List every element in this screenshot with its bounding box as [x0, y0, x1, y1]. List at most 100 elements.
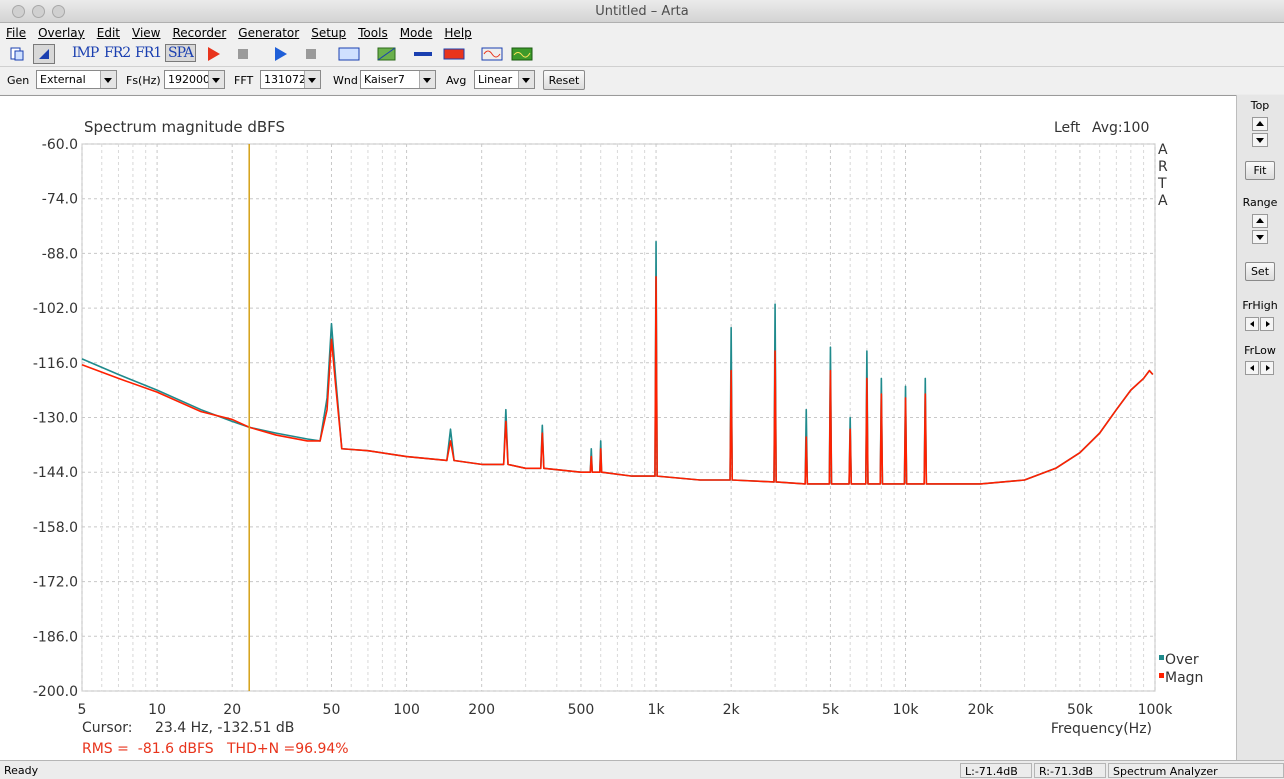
status-mode: Spectrum Analyzer [1108, 763, 1284, 778]
grid-button[interactable] [376, 44, 398, 64]
legend-swatch [1159, 673, 1164, 678]
set-button[interactable]: Set [1245, 262, 1275, 281]
frlow-right[interactable] [1260, 361, 1274, 375]
menu-item[interactable]: Setup [311, 25, 347, 40]
y-tick-label: -88.0 [42, 246, 78, 262]
status-right-level: R:-71.3dB [1034, 763, 1106, 778]
x-tick-label: 50k [1067, 702, 1094, 718]
menu-item[interactable]: Generator [238, 25, 300, 40]
cursor-button[interactable] [33, 44, 55, 64]
y-tick-label: -158.0 [33, 520, 78, 536]
avg-select[interactable]: Linear [474, 70, 535, 89]
fr2-button[interactable]: FR2 [104, 45, 131, 61]
icon [238, 49, 248, 59]
fft-select[interactable]: 131072 [260, 70, 321, 89]
avg-label: Avg [446, 74, 467, 87]
play-button[interactable] [270, 44, 292, 64]
range-up[interactable] [1252, 214, 1268, 228]
scope-button[interactable] [511, 44, 533, 64]
wnd-label: Wnd [333, 74, 358, 87]
reset-button[interactable]: Reset [543, 70, 585, 90]
y-tick-label: -116.0 [33, 356, 78, 372]
new-button[interactable] [6, 44, 28, 64]
x-tick-label: 100k [1138, 702, 1174, 718]
frlow-left[interactable] [1245, 361, 1259, 375]
wnd-select[interactable]: Kaiser7 [360, 70, 436, 89]
frhigh-label: FrHigh [1242, 299, 1278, 312]
menu-item[interactable]: Edit [96, 25, 120, 40]
select-value: External [40, 73, 86, 86]
summary-readout: RMS = -81.6 dBFS THD+N =96.94% [82, 741, 349, 757]
x-tick-label: 500 [568, 702, 595, 718]
icon [511, 47, 533, 61]
icon [443, 48, 465, 60]
top-up[interactable] [1252, 117, 1268, 131]
legend-label: Magn [1165, 670, 1203, 686]
range-down[interactable] [1252, 230, 1268, 244]
menu-item[interactable]: Recorder [172, 25, 227, 40]
icon [208, 47, 220, 61]
series-line [81, 276, 1154, 485]
menu-item[interactable]: Help [444, 25, 472, 40]
watermark: ARTA [1158, 142, 1168, 209]
x-tick-label: 20k [968, 702, 995, 718]
generator-button[interactable] [481, 44, 503, 64]
menu-item[interactable]: Mode [399, 25, 433, 40]
x-tick-label: 10k [893, 702, 920, 718]
fs-select[interactable]: 192000 [164, 70, 225, 89]
legend-label: Over [1165, 652, 1199, 668]
spa-button[interactable]: SPA [165, 44, 196, 62]
close-button[interactable] [12, 5, 25, 18]
select-value: Linear [478, 73, 513, 86]
x-tick-label: 5k [822, 702, 840, 718]
top-down[interactable] [1252, 133, 1268, 147]
cursor-label: Cursor: [82, 720, 133, 736]
y-tick-label: -144.0 [33, 465, 78, 481]
x-tick-label: 200 [468, 702, 495, 718]
y-tick-label: -60.0 [42, 137, 78, 153]
icon [414, 52, 432, 56]
minimize-button[interactable] [32, 5, 45, 18]
x-tick-label: 20 [223, 702, 241, 718]
stop-button[interactable] [233, 44, 255, 64]
toolbar: IMP FR2 FR1 SPA [0, 42, 1284, 67]
legend-swatch [1159, 655, 1164, 660]
chart: Spectrum magnitude dBFS Left Avg:100 -60.0 -… [33, 118, 1204, 757]
zoom-button[interactable] [52, 5, 65, 18]
frhigh-right[interactable] [1260, 317, 1274, 331]
imp-button[interactable]: IMP [72, 45, 99, 61]
menu-item[interactable]: File [6, 25, 27, 40]
average-label: Avg:100 [1092, 120, 1149, 136]
menu-item[interactable]: Tools [358, 25, 388, 40]
x-tick-label: 100 [393, 702, 420, 718]
x-tick-label: 10 [148, 702, 166, 718]
frhigh-left[interactable] [1245, 317, 1259, 331]
fit-button[interactable]: Fit [1245, 161, 1275, 180]
fs-label: Fs(Hz) [126, 74, 161, 87]
select-value: Kaiser7 [364, 73, 405, 86]
status-bar: Ready L:-71.4dB R:-71.3dB Spectrum Analy… [0, 760, 1284, 779]
record-button[interactable] [203, 44, 225, 64]
y-tick-label: -200.0 [33, 684, 78, 700]
y-tick-label: -130.0 [33, 411, 78, 427]
x-tick-label: 5 [78, 702, 87, 718]
level-button[interactable] [443, 44, 465, 64]
y-tick-label: -186.0 [33, 629, 78, 645]
menu-bar: File Overlay Edit View Recorder Generato… [0, 23, 1284, 42]
fft-label: FFT [234, 74, 254, 87]
menu-item[interactable]: View [132, 25, 161, 40]
x-axis-title: Frequency(Hz) [1051, 721, 1152, 737]
gen-select[interactable]: External [36, 70, 117, 89]
fr1-button[interactable]: FR1 [135, 45, 162, 61]
stop-button[interactable] [301, 44, 323, 64]
top-label: Top [1250, 99, 1270, 112]
chart-title: Spectrum magnitude dBFS [84, 118, 285, 136]
label-button[interactable] [338, 44, 360, 64]
x-tick-label: 2k [723, 702, 741, 718]
menu-item[interactable]: Overlay [38, 25, 85, 40]
y-tick-label: -172.0 [33, 575, 78, 591]
icon [306, 49, 316, 59]
select-value: 192000 [168, 73, 210, 86]
probe-button[interactable] [412, 44, 434, 64]
